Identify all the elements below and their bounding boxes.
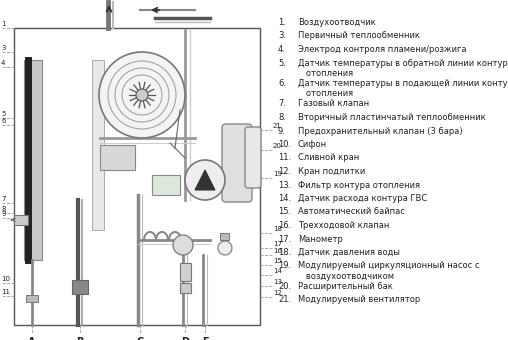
Text: 11.: 11. bbox=[278, 153, 291, 163]
Bar bbox=[72, 280, 88, 294]
Text: 16: 16 bbox=[273, 248, 282, 254]
Text: D: D bbox=[181, 337, 189, 340]
Text: 12.: 12. bbox=[278, 167, 291, 176]
Text: Электрод контроля пламени/розжига: Электрод контроля пламени/розжига bbox=[298, 45, 466, 54]
Text: 11: 11 bbox=[1, 289, 10, 295]
Text: 17: 17 bbox=[273, 241, 282, 247]
Text: E: E bbox=[202, 337, 208, 340]
Text: Датчик давления воды: Датчик давления воды bbox=[298, 248, 400, 257]
Text: 1.: 1. bbox=[278, 18, 286, 27]
Text: 9: 9 bbox=[1, 211, 6, 217]
Text: Предохранительный клапан (3 бара): Предохранительный клапан (3 бара) bbox=[298, 126, 463, 136]
Bar bbox=[100, 145, 135, 170]
Text: 15: 15 bbox=[273, 258, 282, 264]
Polygon shape bbox=[195, 170, 215, 190]
Text: 1: 1 bbox=[1, 21, 6, 27]
Text: Кран подлитки: Кран подлитки bbox=[298, 167, 365, 176]
Text: Датчик температуры в обратной линии контура
   отопления: Датчик температуры в обратной линии конт… bbox=[298, 58, 508, 78]
Text: 5.: 5. bbox=[278, 58, 286, 68]
Text: Трехходовой клапан: Трехходовой клапан bbox=[298, 221, 389, 230]
Text: 9.: 9. bbox=[278, 126, 286, 136]
FancyBboxPatch shape bbox=[245, 127, 261, 188]
Bar bbox=[24, 60, 42, 260]
Text: 4.: 4. bbox=[278, 45, 286, 54]
Text: Вторичный пластинчатый теплообменник: Вторичный пластинчатый теплообменник bbox=[298, 113, 486, 122]
Text: Расширительный бак: Расширительный бак bbox=[298, 282, 393, 291]
Text: A: A bbox=[28, 337, 36, 340]
Bar bbox=[14, 28, 260, 325]
Bar bbox=[26, 295, 38, 302]
Text: 3: 3 bbox=[1, 45, 6, 51]
Text: B: B bbox=[76, 337, 84, 340]
Text: Сливной кран: Сливной кран bbox=[298, 153, 359, 163]
Text: Воздухоотводчик: Воздухоотводчик bbox=[298, 18, 376, 27]
Text: 7.: 7. bbox=[278, 100, 286, 108]
Bar bbox=[180, 283, 191, 293]
Bar bbox=[152, 175, 180, 195]
Bar bbox=[220, 233, 229, 240]
Text: 8.: 8. bbox=[278, 113, 286, 122]
Text: 18: 18 bbox=[273, 226, 282, 232]
Text: Автоматический байпас: Автоматический байпас bbox=[298, 207, 405, 217]
Text: 6: 6 bbox=[1, 118, 6, 124]
Circle shape bbox=[136, 89, 148, 101]
Text: 17.: 17. bbox=[278, 235, 291, 243]
Text: 16.: 16. bbox=[278, 221, 291, 230]
Text: 10: 10 bbox=[1, 276, 10, 282]
Text: 8: 8 bbox=[1, 206, 6, 212]
Bar bbox=[180, 263, 191, 281]
Text: 5: 5 bbox=[1, 111, 6, 117]
Text: 21.: 21. bbox=[278, 295, 291, 305]
Text: 19.: 19. bbox=[278, 261, 291, 271]
Text: 7: 7 bbox=[1, 196, 6, 202]
Text: C: C bbox=[136, 337, 144, 340]
Text: 18.: 18. bbox=[278, 248, 291, 257]
Text: 3.: 3. bbox=[278, 32, 286, 40]
Text: 6.: 6. bbox=[278, 79, 286, 88]
Text: Газовый клапан: Газовый клапан bbox=[298, 100, 369, 108]
Bar bbox=[92, 60, 104, 230]
Circle shape bbox=[173, 235, 193, 255]
Text: Фильтр контура отопления: Фильтр контура отопления bbox=[298, 181, 420, 189]
Text: 14.: 14. bbox=[278, 194, 291, 203]
Text: 13.: 13. bbox=[278, 181, 291, 189]
Text: Модулируемый циркуляционный насос с
   воздухоотводчиком: Модулируемый циркуляционный насос с возд… bbox=[298, 261, 480, 281]
Text: 19: 19 bbox=[273, 171, 282, 177]
Text: 13: 13 bbox=[273, 279, 282, 285]
Circle shape bbox=[218, 241, 232, 255]
Text: Первичный теплообменник: Первичный теплообменник bbox=[298, 32, 420, 40]
Text: 4: 4 bbox=[1, 60, 6, 66]
Text: Модулируемый вентилятор: Модулируемый вентилятор bbox=[298, 295, 420, 305]
Text: 20: 20 bbox=[273, 143, 282, 149]
FancyBboxPatch shape bbox=[222, 124, 252, 202]
Text: Сифон: Сифон bbox=[298, 140, 327, 149]
Text: Датчик температуры в подающей линии контура
   отопления: Датчик температуры в подающей линии конт… bbox=[298, 79, 508, 98]
Text: 21: 21 bbox=[273, 123, 282, 129]
Text: 15.: 15. bbox=[278, 207, 291, 217]
Circle shape bbox=[185, 160, 225, 200]
Text: Датчик расхода контура ГВС: Датчик расхода контура ГВС bbox=[298, 194, 427, 203]
Text: 10.: 10. bbox=[278, 140, 291, 149]
Text: 20.: 20. bbox=[278, 282, 291, 291]
Text: 12: 12 bbox=[273, 290, 282, 296]
Text: 14: 14 bbox=[273, 268, 282, 274]
Bar bbox=[14, 215, 28, 225]
Text: Манометр: Манометр bbox=[298, 235, 343, 243]
Circle shape bbox=[99, 52, 185, 138]
